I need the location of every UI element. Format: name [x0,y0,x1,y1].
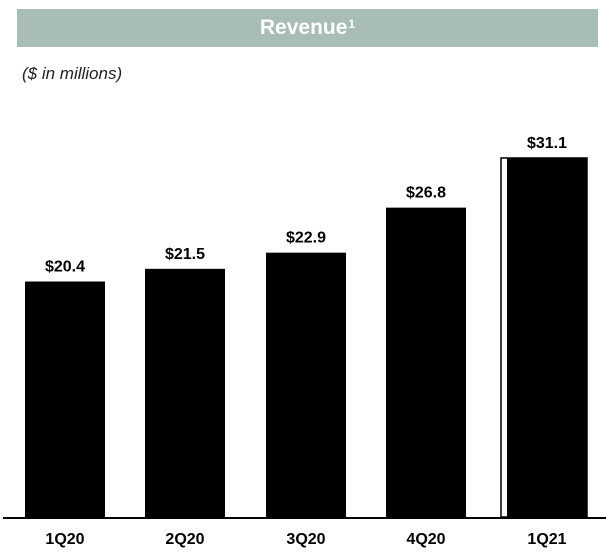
data-label-2Q20: $21.5 [165,246,205,263]
data-label-4Q20: $26.8 [406,185,446,202]
footnote-marker: 1 [348,17,356,31]
bar-2Q20 [145,268,225,517]
bar-4Q20 [386,207,466,517]
bar-1Q20 [25,281,105,517]
data-label-1Q21: $31.1 [527,135,567,152]
data-label-1Q20: $20.4 [45,259,85,276]
bar-3Q20 [266,252,346,517]
data-label-3Q20: $22.9 [286,230,326,247]
x-tick-label-1Q20: 1Q20 [45,531,84,548]
x-tick-label-4Q20: 4Q20 [406,531,445,548]
x-tick-label-1Q21: 1Q21 [527,531,566,548]
chart-title-banner: Revenue 1 [17,9,598,47]
chart-title: Revenue [259,16,348,39]
units-label: ($ in millions) [22,64,123,83]
x-tick-label-3Q20: 3Q20 [286,531,325,548]
x-tick-label-2Q20: 2Q20 [165,531,204,548]
bar-1Q21 [507,158,587,517]
